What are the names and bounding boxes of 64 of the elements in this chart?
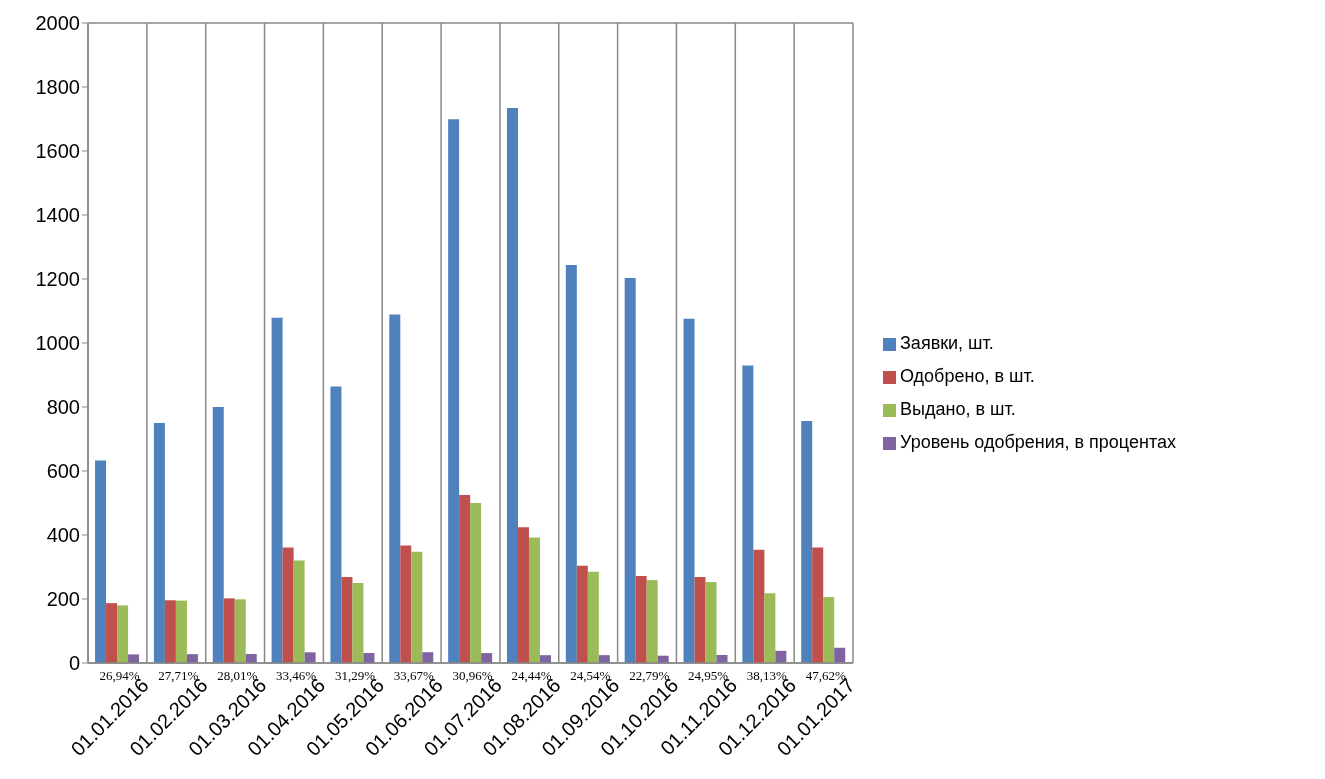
- bar: [764, 593, 776, 663]
- legend-label: Заявки, шт.: [900, 333, 994, 353]
- bar: [565, 264, 577, 663]
- bar: [293, 560, 305, 663]
- bar: [823, 597, 835, 663]
- bar: [448, 119, 460, 663]
- y-tick-label: 1200: [35, 268, 80, 291]
- bar: [400, 545, 412, 663]
- bar: [598, 655, 610, 663]
- bar: [282, 547, 294, 663]
- y-tick-label: 2000: [35, 12, 80, 35]
- y-tick-label: 400: [46, 524, 80, 547]
- bar: [742, 365, 754, 663]
- bar: [624, 278, 636, 663]
- bar: [834, 647, 846, 663]
- bar: [539, 655, 551, 663]
- bar: [506, 108, 518, 663]
- legend-label: Уровень одобрения, в процентах: [900, 432, 1176, 452]
- bar: [175, 600, 187, 663]
- bar: [304, 652, 316, 663]
- y-tick-label: 200: [46, 588, 80, 611]
- bar: [481, 653, 493, 663]
- y-tick-label: 1800: [35, 76, 80, 99]
- bar: [812, 547, 824, 663]
- bar: [422, 652, 434, 663]
- bar: [459, 495, 471, 663]
- bar: [223, 598, 235, 663]
- bar: [128, 654, 140, 663]
- bar: [635, 575, 647, 663]
- bar: [753, 549, 765, 663]
- legend-label: Выдано, в шт.: [900, 399, 1016, 419]
- bar: [341, 576, 353, 663]
- y-tick-label: 600: [46, 460, 80, 483]
- bar: [517, 527, 529, 663]
- y-tick-label: 1400: [35, 204, 80, 227]
- y-tick-label: 1600: [35, 140, 80, 163]
- bar: [212, 407, 224, 663]
- bar: [801, 421, 813, 663]
- bar: [234, 599, 246, 663]
- bar: [587, 571, 599, 663]
- y-tick-label: 1000: [35, 332, 80, 355]
- bar: [95, 460, 107, 663]
- y-tick-label: 800: [46, 396, 80, 419]
- bar: [363, 652, 375, 663]
- bar: [352, 583, 364, 663]
- bar: [705, 582, 717, 663]
- bar: [694, 576, 706, 663]
- bar: [106, 603, 118, 663]
- bar: [646, 580, 658, 663]
- y-tick-label: 0: [68, 652, 80, 675]
- bar: [576, 565, 588, 663]
- bar: [164, 600, 176, 663]
- bar: [389, 314, 401, 663]
- bar: [330, 386, 342, 663]
- bar: [153, 423, 165, 663]
- bar: [186, 654, 198, 663]
- bar: [117, 605, 129, 663]
- legend-label: Одобрено, в шт.: [900, 366, 1035, 386]
- bar: [470, 503, 482, 663]
- bar: [775, 650, 787, 663]
- bar: [271, 317, 283, 663]
- bar: [683, 318, 695, 663]
- bar: [411, 551, 423, 663]
- bar: [528, 537, 540, 663]
